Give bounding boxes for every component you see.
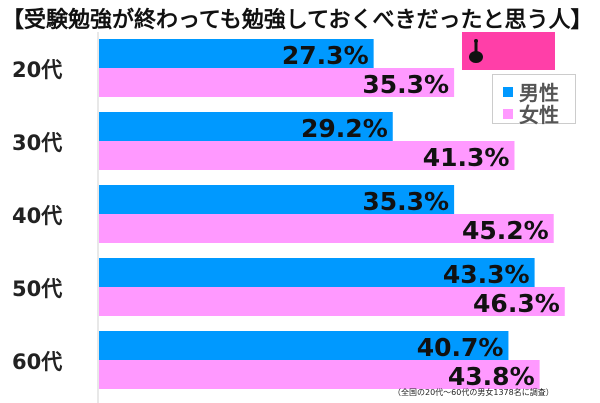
category-label: 40代: [12, 204, 62, 228]
legend-item-male: 男性: [503, 77, 559, 106]
data-label: 41.3%: [423, 143, 510, 172]
chart-title: 【受験勉強が終わっても勉強しておくべきだったと思う人】: [2, 8, 593, 33]
data-label: 35.3%: [362, 187, 449, 216]
survey-note: （全国の20代～60代の男女1378名に調査）: [393, 388, 554, 397]
legend-swatch-female: [503, 108, 513, 119]
bar-female: [99, 68, 455, 97]
legend-label-female: 女性: [519, 103, 559, 127]
category-label: 30代: [12, 131, 62, 155]
legend-item-female: 女性: [503, 99, 559, 128]
legend: 男性 女性: [492, 74, 576, 127]
bar-male: [99, 331, 509, 360]
shirabee-logo: [462, 32, 555, 70]
data-label: 40.7%: [417, 333, 504, 362]
bar-male: [99, 112, 393, 141]
logo-mark-icon: [469, 39, 483, 63]
category-label: 50代: [12, 277, 62, 301]
data-label: 43.3%: [443, 260, 530, 289]
data-label: 29.2%: [301, 114, 388, 143]
legend-label-male: 男性: [519, 81, 559, 105]
bar-female: [99, 214, 554, 243]
data-label: 27.3%: [282, 41, 369, 70]
bar-female: [99, 360, 540, 389]
bar-male: [99, 39, 374, 68]
data-label: 45.2%: [462, 216, 549, 245]
data-label: 43.8%: [448, 362, 535, 391]
category-label: 20代: [12, 58, 62, 82]
legend-swatch-male: [503, 86, 513, 97]
bar-male: [99, 258, 535, 287]
data-label: 46.3%: [473, 289, 560, 318]
bar-male: [99, 185, 455, 214]
data-label: 35.3%: [362, 70, 449, 99]
bar-female: [99, 287, 565, 316]
bar-female: [99, 141, 515, 170]
category-label: 60代: [12, 350, 62, 374]
